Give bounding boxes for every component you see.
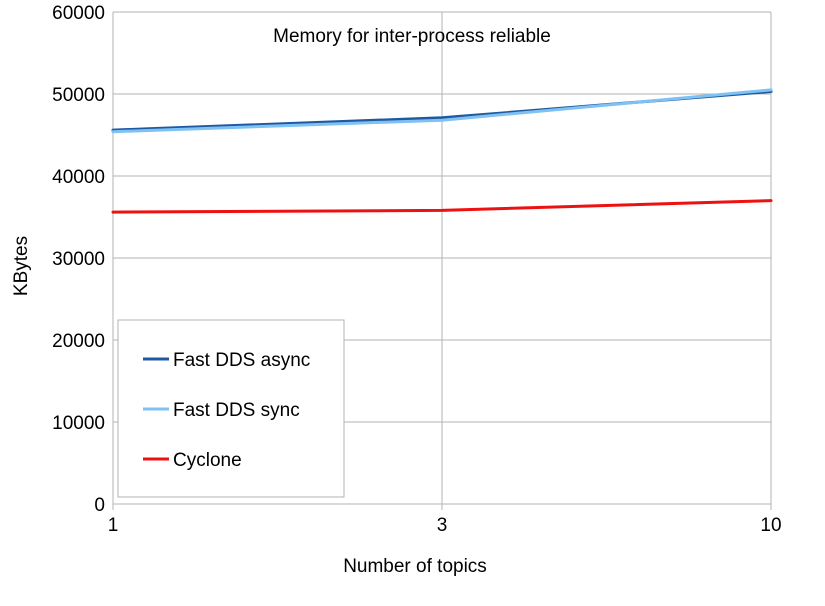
series-line-fast-dds-sync xyxy=(111,88,773,134)
y-axis-title: KBytes xyxy=(11,236,32,296)
x-tick-label: 1 xyxy=(108,515,119,536)
y-tick-label: 60000 xyxy=(52,3,105,24)
x-axis-title: Number of topics xyxy=(343,556,487,577)
y-tick-label: 0 xyxy=(94,495,105,516)
series-line-cyclone xyxy=(111,199,773,214)
y-axis-ticks: 0 10000 20000 30000 40000 50000 60000 xyxy=(52,3,105,516)
x-axis-ticks: 1 3 10 xyxy=(108,504,782,536)
y-tick-label: 50000 xyxy=(52,85,105,106)
chart-title: Memory for inter-process reliable xyxy=(273,26,551,47)
x-tick-label: 10 xyxy=(760,515,781,536)
legend-label: Fast DDS async xyxy=(173,350,310,371)
y-tick-label: 40000 xyxy=(52,167,105,188)
series-lines xyxy=(111,88,773,214)
legend-label: Cyclone xyxy=(173,450,242,471)
y-tick-label: 30000 xyxy=(52,249,105,270)
legend-label: Fast DDS sync xyxy=(173,400,300,421)
legend-items: Fast DDS async Fast DDS sync Cyclone xyxy=(143,350,310,471)
y-tick-label: 20000 xyxy=(52,331,105,352)
y-tick-label: 10000 xyxy=(52,413,105,434)
legend: Fast DDS async Fast DDS sync Cyclone xyxy=(117,319,345,498)
x-tick-label: 3 xyxy=(437,515,448,536)
